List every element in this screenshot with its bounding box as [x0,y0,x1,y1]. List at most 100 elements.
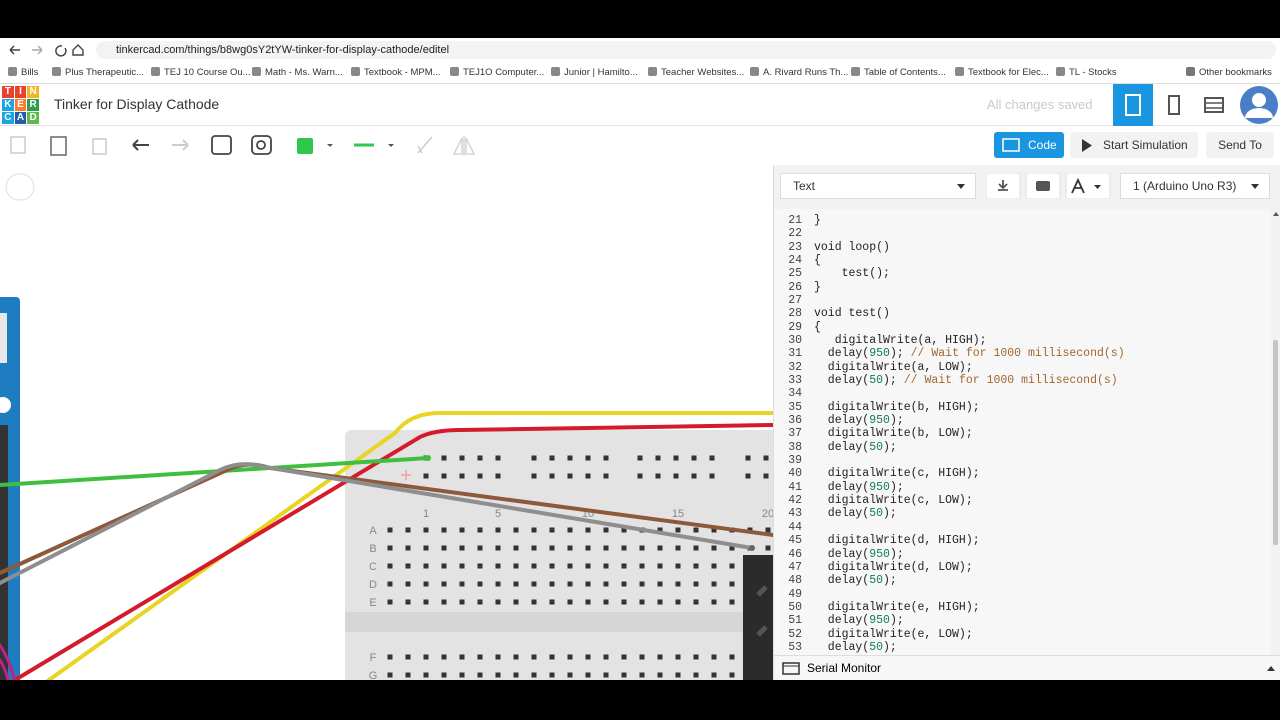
bookmark[interactable]: Junior | Hamilto... [551,67,638,78]
bookmark-icon [1056,67,1065,76]
code-line: digitalWrite(c, LOW); [814,494,973,507]
edit-tools[interactable] [0,126,480,165]
hole [513,599,519,605]
save-status: All changes saved [987,97,1093,112]
line-number: 23 [788,240,802,254]
bookmark-label: TEJ1O Computer... [463,67,545,78]
mode-dropdown[interactable]: Text [780,173,976,199]
hole [477,455,483,461]
line-number: 47 [788,560,802,574]
bookmark[interactable]: Plus Therapeutic... [52,67,144,78]
project-title[interactable]: Tinker for Display Cathode [54,96,220,112]
code-line: digitalWrite(d, HIGH); [814,534,980,547]
wire-magenta[interactable] [0,643,16,680]
hole [693,527,699,533]
panel-icons[interactable] [986,173,1116,199]
caret [957,184,965,189]
hole [459,672,465,678]
serial-monitor-bar[interactable]: Serial Monitor [774,655,1280,680]
wire-gray[interactable] [0,462,754,585]
bookmark-label: TEJ 10 Course Ou... [164,67,251,78]
bookmark[interactable]: Math - Ms. Warn... [252,67,343,78]
code-line: { [814,321,821,334]
hole [405,581,411,587]
code-line: delay(950); [814,414,904,427]
bookmark-label: Bills [21,67,39,78]
hole [495,455,501,461]
hole [657,654,663,660]
code-text: { [814,254,821,268]
hole [441,599,447,605]
hole [567,545,573,551]
code-text: digitalWrite(d, LOW); [814,560,973,574]
hole [423,563,429,569]
code-button[interactable]: Code [994,132,1064,158]
bookmark[interactable]: TEJ 10 Course Ou... [151,67,251,78]
code-text: void loop() [814,240,890,254]
expand-caret[interactable] [1267,665,1275,671]
hole [693,545,699,551]
hole [585,672,591,678]
code-text: delay(950); [814,347,911,361]
code-editor[interactable]: 21} 22 23 void loop() 24 {25 test(); 26} 27 28 vo… [774,209,1271,655]
code-text: { [814,320,821,334]
serial-monitor-label: Serial Monitor [807,661,882,675]
hole [637,473,643,479]
bookmark[interactable]: Table of Contents... [851,67,946,78]
start-simulation[interactable]: Start Simulation [1070,132,1198,158]
hole [531,672,537,678]
wire-red[interactable] [13,423,773,680]
hole [405,599,411,605]
bookmark-label: Textbook - MPM... [364,67,441,78]
bookmark[interactable]: TL - Stocks [1056,67,1117,78]
send-to[interactable]: Send To [1206,132,1274,158]
row-label: A [369,525,377,537]
wires [0,411,773,680]
hole [657,527,663,533]
bookmark[interactable]: Textbook for Elec... [955,67,1049,78]
hole [603,527,609,533]
mode-label: Text [793,179,816,193]
bookmark[interactable]: TEJ1O Computer... [450,67,544,78]
code-line: digitalWrite(b, LOW); [814,427,973,440]
bookmark-label: Plus Therapeutic... [65,67,145,78]
hole [477,672,483,678]
bookmark-icon [851,67,860,76]
bookmark[interactable]: Teacher Websites... [648,67,744,78]
code-text: delay(50); [814,574,897,588]
view-icons[interactable] [1113,84,1280,126]
hole [585,599,591,605]
line-number: 37 [788,427,802,441]
bookmark-label: TL - Stocks [1069,67,1117,78]
hole [459,473,465,479]
bookmark[interactable]: Textbook - MPM... [351,67,441,78]
bookmark-label: A. Rivard Runs Th... [763,67,849,78]
device-dropdown[interactable]: 1 (Arduino Uno R3) [1120,173,1270,199]
hole [549,672,555,678]
code-text: delay(50); [814,374,904,388]
hole [531,455,537,461]
hole [675,581,681,587]
address-bar[interactable]: tinkercad.com/things/b8wg0sY2tYW-tinker-… [96,41,1276,59]
seven-segment[interactable] [743,555,773,680]
logo-letter: N [27,86,39,98]
line-number: 43 [788,507,802,521]
bookmark[interactable]: A. Rivard Runs Th... [750,67,848,78]
hole [423,672,429,678]
fit-view[interactable] [5,173,35,201]
code-text: delay(950); [814,614,904,628]
hole [675,672,681,678]
wire-yellow[interactable] [35,411,773,680]
line-number: 27 [788,294,802,308]
logo-letter: A [14,112,27,124]
hole [477,599,483,605]
hole [549,654,555,660]
other-bookmarks[interactable]: Other bookmarks [1186,67,1272,78]
row-label: G [369,670,378,680]
bookmark[interactable]: Bills [8,67,38,78]
scrollbar[interactable] [1271,209,1280,655]
code-text: digitalWrite(a, LOW); [814,360,973,374]
